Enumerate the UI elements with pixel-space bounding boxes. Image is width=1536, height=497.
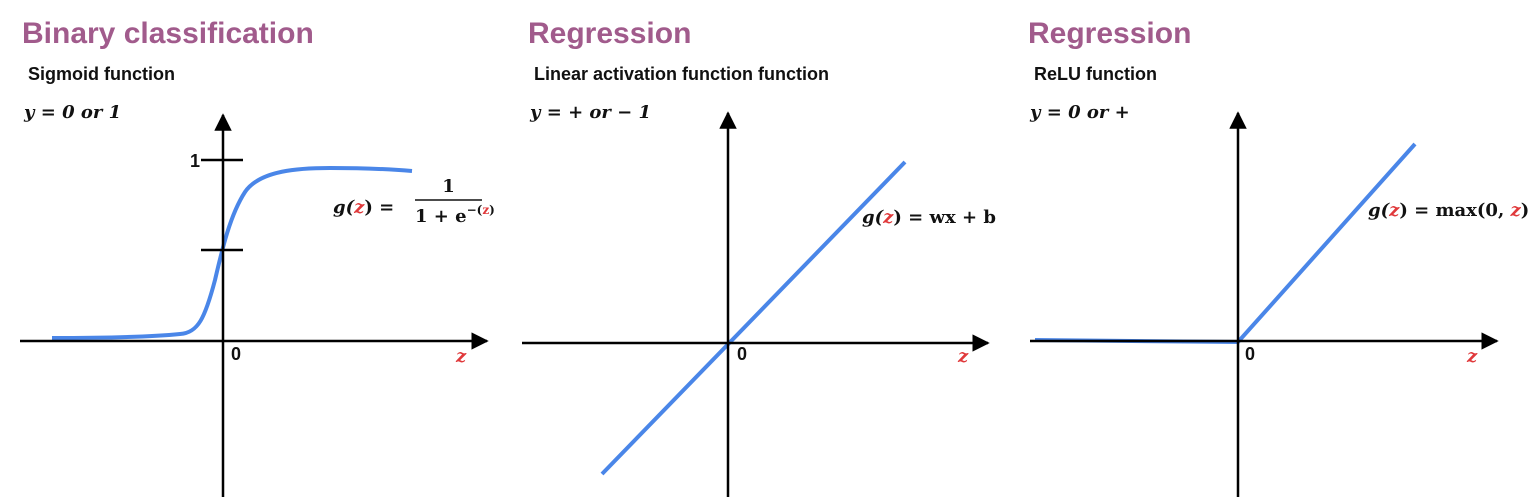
denominator: 1 + e−(z)	[415, 203, 495, 227]
output-range: y = + or − 1	[529, 102, 651, 123]
formula-part: ) = wx + b	[893, 207, 996, 228]
sigmoid-curve	[51, 165, 413, 340]
panel-title: Binary classification	[22, 17, 314, 50]
axis-label: z	[455, 346, 467, 367]
origin-label: 0	[737, 344, 747, 364]
panel-title: Regression	[528, 17, 691, 50]
exponent-part: z	[482, 203, 489, 217]
relu-line	[1034, 142, 1417, 345]
formula-part: z	[882, 207, 894, 228]
formula-part: z	[1510, 200, 1522, 221]
panel-subtitle: Linear activation function function	[534, 64, 829, 84]
tick-label: 1	[190, 151, 200, 171]
formula-part: ) =	[364, 197, 394, 218]
formula-part: g(	[862, 207, 885, 228]
axis-label: z	[957, 346, 969, 367]
denominator-part: 1 + e	[415, 206, 467, 227]
formula: g(z) = max(0, z)	[1368, 200, 1529, 221]
formula: g(z) =	[333, 197, 394, 218]
numerator: 1	[442, 176, 455, 197]
formula: g(z) = wx + b	[862, 207, 996, 228]
panel-title: Regression	[1028, 17, 1191, 50]
exponent-part: −(	[467, 203, 483, 217]
formula-part: z	[353, 197, 365, 218]
exponent-part: )	[489, 203, 495, 217]
origin-label: 0	[231, 344, 241, 364]
linear-line	[600, 160, 907, 476]
formula-part: )	[1521, 200, 1530, 221]
panel-subtitle: Sigmoid function	[28, 64, 175, 84]
output-range: y = 0 or 1	[23, 102, 121, 123]
formula-part: g(	[333, 197, 356, 218]
origin-label: 0	[1245, 344, 1255, 364]
axis-label: z	[1466, 346, 1478, 367]
formula-part: g(	[1368, 200, 1391, 221]
curves	[51, 142, 1417, 476]
panel-subtitle: ReLU function	[1034, 64, 1157, 84]
formula-part: z	[1388, 200, 1400, 221]
formula-part: ) = max(0,	[1399, 200, 1510, 221]
output-range: y = 0 or +	[1029, 102, 1130, 123]
